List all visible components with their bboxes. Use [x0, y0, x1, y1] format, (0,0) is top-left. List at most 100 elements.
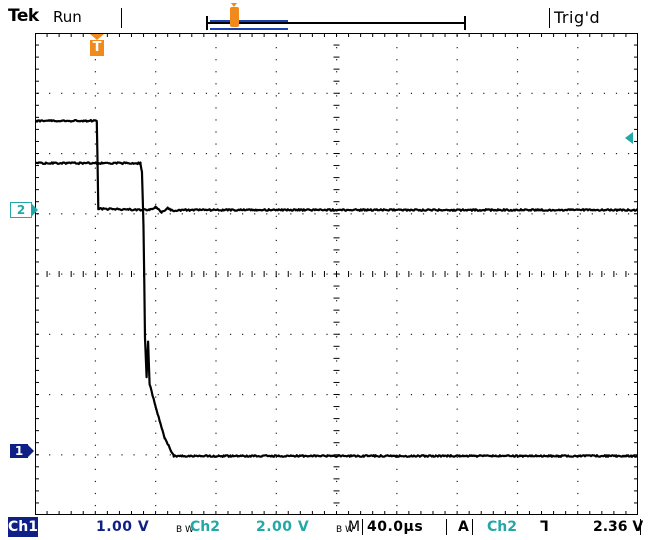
grid-dot: [146, 153, 147, 154]
grid-dot: [95, 469, 96, 470]
grid-dot: [577, 493, 578, 494]
grid-dot: [206, 394, 207, 395]
grid-dot: [121, 213, 122, 214]
ch2-label[interactable]: Ch2: [190, 517, 220, 537]
grid-dot: [396, 493, 397, 494]
grid-dot: [95, 288, 96, 289]
grid-dot: [517, 192, 518, 193]
trigger-source[interactable]: Ch2: [487, 517, 517, 537]
grid-dot: [517, 397, 518, 398]
grid-dot: [577, 372, 578, 373]
ch2-ground-marker[interactable]: 2: [10, 202, 32, 218]
grid-dot: [495, 153, 496, 154]
grid-dot: [215, 360, 216, 361]
grid-dot: [517, 216, 518, 217]
grid-dot: [155, 119, 156, 120]
grid-dot: [314, 334, 315, 335]
waveform-display[interactable]: [35, 33, 638, 515]
grid-dot: [336, 312, 337, 313]
separator: [121, 8, 122, 28]
trigger-position-marker[interactable]: T: [90, 34, 104, 58]
grid-dot: [155, 180, 156, 181]
grid-dot: [457, 59, 458, 60]
grid-dot: [254, 93, 255, 94]
grid-dot: [628, 93, 629, 94]
grid-dot: [133, 93, 134, 94]
grid-dot: [276, 336, 277, 337]
grid-dot: [628, 153, 629, 154]
grid-dot: [507, 93, 508, 94]
grid-dot: [276, 71, 277, 72]
grid-dot: [278, 153, 279, 154]
grid-dot: [604, 394, 605, 395]
grid-dot: [495, 334, 496, 335]
grid-dot: [314, 274, 315, 275]
grid-dot: [266, 334, 267, 335]
grid-dot: [577, 168, 578, 169]
grid-dot: [457, 312, 458, 313]
grid-dot: [215, 47, 216, 48]
timebase-value[interactable]: 40.0µs: [367, 517, 423, 537]
grid-dot: [387, 153, 388, 154]
grid-dot: [517, 131, 518, 132]
grid-dot: [276, 397, 277, 398]
grid-dot: [457, 204, 458, 205]
grid-dot: [336, 180, 337, 181]
grid-dot: [396, 204, 397, 205]
grid-dot: [517, 252, 518, 253]
grid-dot: [447, 334, 448, 335]
grid-dot: [517, 264, 518, 265]
grid-dot: [215, 252, 216, 253]
grid-dot: [336, 168, 337, 169]
grid-dot: [507, 153, 508, 154]
grid-dot: [435, 274, 436, 275]
grid-dot: [61, 454, 62, 455]
grid-dot: [336, 95, 337, 96]
grid-dot: [592, 394, 593, 395]
grid-dot: [604, 213, 605, 214]
grid-dot: [95, 324, 96, 325]
trigger-position-mini-icon: [230, 7, 239, 27]
grid-dot: [396, 107, 397, 108]
grid-dot: [396, 131, 397, 132]
grid-dot: [399, 334, 400, 335]
trigger-level-arrow-icon[interactable]: [625, 132, 633, 144]
grid-dot: [276, 47, 277, 48]
grid-dot: [544, 93, 545, 94]
grid-dot: [577, 204, 578, 205]
grid-dot: [517, 156, 518, 157]
grid-dot: [351, 394, 352, 395]
grid-dot: [336, 264, 337, 265]
ch1-ground-marker[interactable]: 1: [10, 444, 28, 458]
grid-dot: [276, 156, 277, 157]
grid-dot: [577, 83, 578, 84]
grid-dot: [544, 274, 545, 275]
grid-dot: [155, 143, 156, 144]
grid-dot: [276, 348, 277, 349]
grid-dot: [336, 324, 337, 325]
grid-dot: [495, 274, 496, 275]
grid-dot: [109, 274, 110, 275]
grid-dot: [423, 213, 424, 214]
grid-dot: [276, 264, 277, 265]
grid-dot: [215, 384, 216, 385]
grid-dot: [276, 372, 277, 373]
grid-dot: [95, 107, 96, 108]
grid-dot: [396, 180, 397, 181]
grid-dot: [290, 153, 291, 154]
grid-dot: [580, 153, 581, 154]
grid-dot: [531, 274, 532, 275]
grid-dot: [155, 457, 156, 458]
grid-dot: [276, 384, 277, 385]
separator: [549, 8, 550, 28]
ch1-label[interactable]: Ch1: [8, 517, 38, 537]
grid-dot: [194, 334, 195, 335]
grid-dot: [326, 274, 327, 275]
grid-dot: [95, 312, 96, 313]
trigger-level[interactable]: 2.36 V: [593, 517, 643, 537]
grid-dot: [290, 93, 291, 94]
grid-dot: [517, 240, 518, 241]
grid-dot: [242, 93, 243, 94]
grid-dot: [483, 153, 484, 154]
grid-dot: [396, 433, 397, 434]
